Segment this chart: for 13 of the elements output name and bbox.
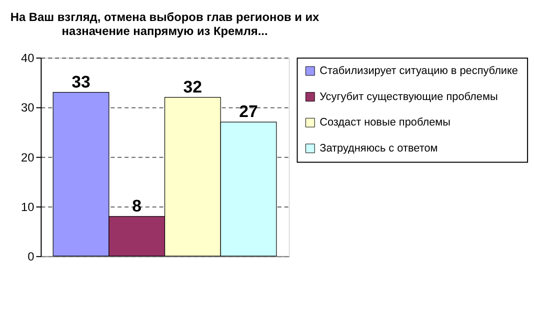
legend-label: Создаст новые проблемы — [320, 116, 451, 129]
data-label: 33 — [72, 72, 90, 92]
legend-label: Затрудняюсь с ответом — [320, 142, 438, 154]
legend-label: Усугубит существующие проблемы — [320, 90, 498, 103]
data-label: 32 — [183, 77, 202, 96]
y-tick-label: 40 — [20, 51, 35, 66]
legend-label: Стабилизирует ситуацию в республике — [320, 64, 518, 77]
data-label: 27 — [239, 102, 258, 122]
y-tick-label: 20 — [20, 150, 35, 164]
y-tick-label: 0 — [28, 250, 35, 264]
chart-title: На Ваш взгляд, отмена выборов глав регионов и их назначение напрямую из Кремля... — [10, 10, 320, 38]
y-tick-label: 30 — [20, 100, 35, 115]
y-tick-label: 10 — [20, 200, 35, 214]
